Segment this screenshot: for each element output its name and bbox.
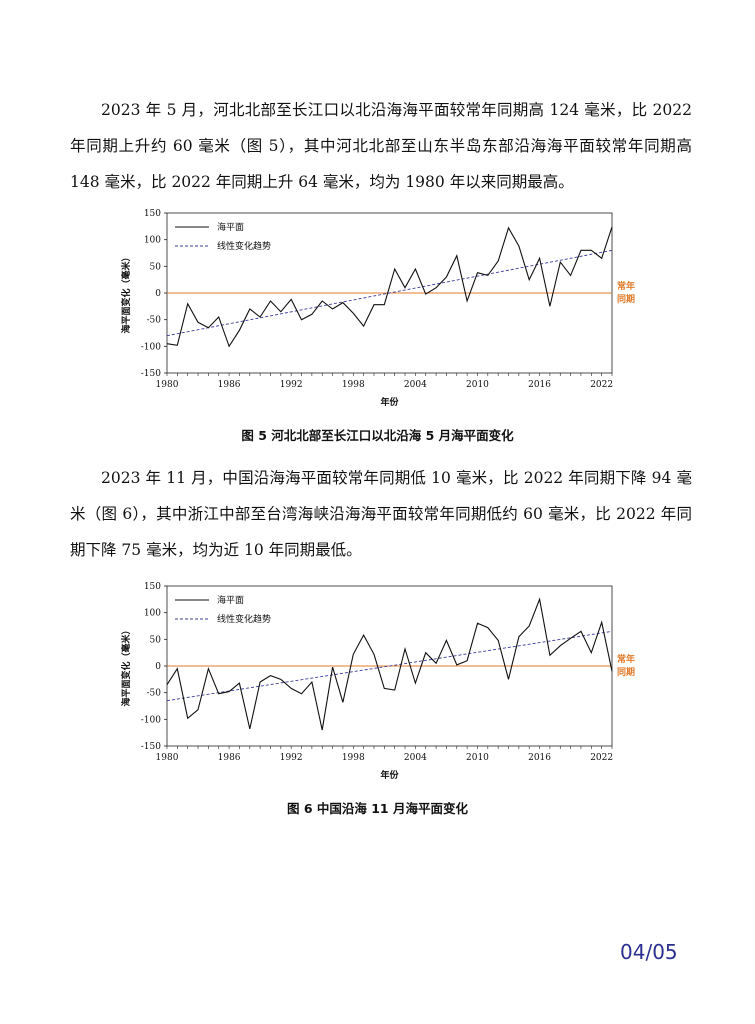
paragraph-fig6-description: 2023 年 11 月，中国沿海海平面较常年同期低 10 毫米，比 2022 年… bbox=[70, 469, 692, 559]
x-axis-label: 年份 bbox=[380, 769, 399, 781]
chart-fig6-svg: -150 -100 -50 0 50 100 150 1980 1986 1992 1998 2004… bbox=[120, 582, 635, 781]
x-tick-label: 1992 bbox=[280, 753, 303, 763]
paragraph-fig5-description: 2023 年 5 月，河北北部至长江口以北沿海海平面较常年同期高 124 毫米，… bbox=[70, 101, 692, 191]
caption-fig5: 图 5 河北北部至长江口以北沿海 5 月海平面变化 bbox=[241, 428, 514, 443]
caption-fig6: 图 6 中国沿海 11 月海平面变化 bbox=[286, 801, 468, 816]
y-tick-label: 150 bbox=[144, 582, 161, 592]
y-tick-label: 100 bbox=[144, 236, 161, 246]
x-tick-label: 2010 bbox=[466, 753, 489, 763]
y-tick-label: 100 bbox=[144, 609, 161, 619]
y-tick-label: 0 bbox=[155, 662, 161, 672]
y-tick-label: -150 bbox=[141, 369, 161, 379]
y-axis-label: 海平面变化（毫米） bbox=[120, 625, 132, 706]
chart-fig5: -150 -100 -50 0 50 100 150 1980 1986 1992 1998 2004… bbox=[115, 205, 645, 410]
y-tick-label: 150 bbox=[144, 209, 161, 219]
page-number: 04/05 bbox=[620, 940, 678, 964]
x-tick-label: 1980 bbox=[156, 753, 179, 763]
x-tick-label: 2004 bbox=[404, 380, 427, 390]
y-tick-label: 50 bbox=[150, 635, 162, 645]
legend-label-trend: 线性变化趋势 bbox=[217, 240, 271, 252]
x-tick-label: 1980 bbox=[156, 380, 179, 390]
sea-level-series-line bbox=[166, 597, 613, 731]
chart-fig5-svg: -150 -100 -50 0 50 100 150 1980 1986 1992 1998 2004… bbox=[120, 209, 635, 408]
x-tick-label: 2016 bbox=[528, 380, 551, 390]
reference-line-label: 同期 bbox=[617, 666, 635, 678]
x-tick-label: 2004 bbox=[404, 753, 427, 763]
chart-fig6: -150 -100 -50 0 50 100 150 1980 1986 1992 1998 2004… bbox=[115, 578, 645, 783]
reference-line-label: 同期 bbox=[617, 293, 635, 305]
y-axis-label: 海平面变化（毫米） bbox=[120, 252, 132, 333]
y-tick-label: -100 bbox=[141, 342, 161, 352]
x-tick-label: 1998 bbox=[342, 753, 365, 763]
x-tick-label: 1986 bbox=[218, 380, 241, 390]
reference-line-label: 常年 bbox=[617, 280, 635, 292]
y-tick-label: -50 bbox=[147, 316, 162, 326]
x-axis-label: 年份 bbox=[380, 396, 399, 408]
x-tick-label: 2010 bbox=[466, 380, 489, 390]
legend-label-sea-level: 海平面 bbox=[217, 221, 244, 233]
x-tick-label: 1986 bbox=[218, 753, 241, 763]
x-tick-label: 2022 bbox=[590, 753, 613, 763]
y-tick-label: -150 bbox=[141, 742, 161, 752]
legend-label-sea-level: 海平面 bbox=[217, 594, 244, 606]
x-tick-label: 2016 bbox=[528, 753, 551, 763]
x-tick-label: 1992 bbox=[280, 380, 303, 390]
reference-line-label: 常年 bbox=[617, 653, 635, 665]
x-tick-label: 1998 bbox=[342, 380, 365, 390]
y-tick-label: -100 bbox=[141, 715, 161, 725]
y-tick-label: -50 bbox=[147, 689, 162, 699]
y-tick-label: 50 bbox=[150, 262, 162, 272]
legend-label-trend: 线性变化趋势 bbox=[217, 613, 271, 625]
y-tick-label: 0 bbox=[155, 289, 161, 299]
x-tick-label: 2022 bbox=[590, 380, 613, 390]
trend-line bbox=[166, 249, 613, 337]
sea-level-series-line bbox=[166, 226, 613, 348]
